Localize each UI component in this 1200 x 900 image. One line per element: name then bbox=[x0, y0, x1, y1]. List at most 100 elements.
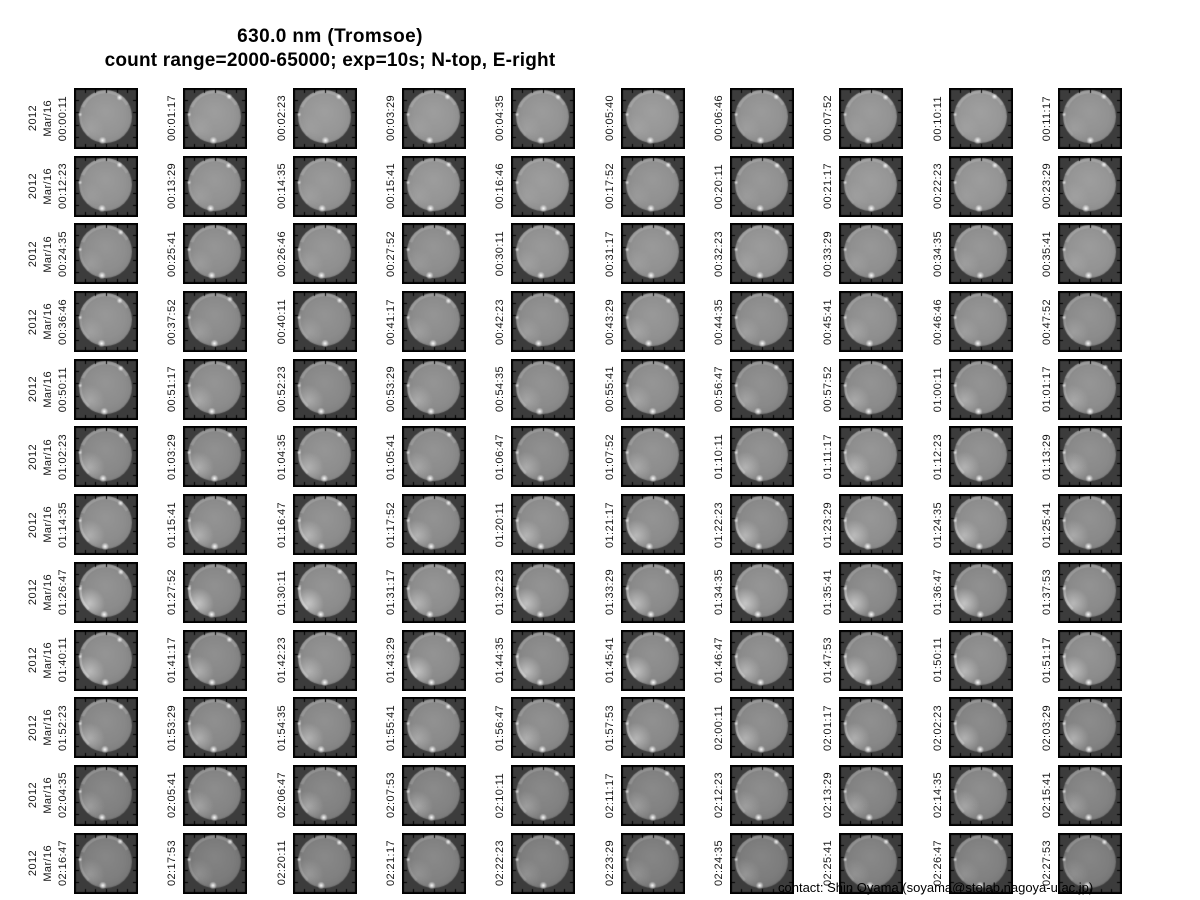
frame-timestamp-label: 00:47:52 bbox=[1040, 291, 1055, 352]
frame-cell: 02:25:41 bbox=[821, 832, 904, 894]
allsky-image bbox=[401, 88, 466, 149]
allsky-image bbox=[292, 88, 357, 149]
frame-cell: 01:53:29 bbox=[165, 697, 248, 759]
vertical-label-line: 01:06:47 bbox=[494, 433, 507, 480]
frame-timestamp-label: 02:22:23 bbox=[493, 833, 508, 894]
vertical-label-line: 01:34:35 bbox=[712, 569, 725, 616]
frame-timestamp-label: 02:06:47 bbox=[275, 765, 290, 826]
allsky-image bbox=[729, 88, 794, 149]
vertical-label-line: 2012 bbox=[27, 850, 39, 877]
vertical-label-line: 01:25:41 bbox=[1040, 501, 1053, 548]
vertical-label-line: 01:03:29 bbox=[166, 433, 179, 480]
montage-grid: 2012 Mar/16 00:00:11 00:01:17 00:02:23 00:03:… bbox=[26, 88, 1122, 900]
frame-cell: 00:46:46 bbox=[931, 291, 1013, 353]
montage-row: 2012 Mar/16 01:52:23 01:53:29 01:54:35 01:55:… bbox=[26, 697, 1122, 759]
frame-timestamp-label: 02:13:29 bbox=[821, 765, 836, 826]
row-start-label: 2012 Mar/16 01:52:23 bbox=[26, 697, 71, 758]
allsky-image bbox=[729, 155, 794, 217]
vertical-label-line: 00:42:23 bbox=[494, 298, 507, 345]
frame-timestamp-label: 01:55:41 bbox=[384, 697, 399, 758]
frame-timestamp-label: 01:22:23 bbox=[712, 494, 727, 555]
frame-cell: 00:34:35 bbox=[931, 223, 1013, 285]
vertical-label-line: 2012 bbox=[27, 376, 39, 403]
frame-cell: 01:01:17 bbox=[1040, 358, 1122, 420]
frame-timestamp-label: 00:26:46 bbox=[275, 223, 290, 284]
vertical-label-line: 00:12:23 bbox=[57, 163, 69, 210]
vertical-label-line: 00:04:35 bbox=[494, 95, 507, 142]
frame-cell: 02:10:11 bbox=[493, 764, 576, 826]
frame-timestamp-label: 00:46:46 bbox=[931, 291, 946, 352]
allsky-image bbox=[948, 358, 1013, 420]
vertical-label-line: 00:34:35 bbox=[931, 230, 944, 277]
allsky-image bbox=[183, 88, 248, 149]
allsky-image bbox=[1057, 629, 1122, 691]
allsky-image bbox=[620, 291, 685, 353]
frame-cell: 01:56:47 bbox=[493, 697, 576, 759]
vertical-label-line: 01:07:52 bbox=[603, 433, 616, 480]
row-start-label: 2012 Mar/16 01:26:47 bbox=[26, 562, 71, 623]
vertical-label-line: Mar/16 bbox=[42, 709, 54, 746]
frame-cell: 00:23:29 bbox=[1040, 155, 1122, 217]
frame-timestamp-label: 01:27:52 bbox=[165, 562, 180, 623]
vertical-label-line: 02:22:23 bbox=[494, 840, 507, 887]
frame-cell: 00:40:11 bbox=[275, 291, 357, 353]
vertical-label-line: 00:53:29 bbox=[384, 366, 397, 413]
frame-cell: 01:54:35 bbox=[275, 697, 357, 759]
frame-timestamp-label: 02:21:17 bbox=[384, 833, 399, 894]
frame-timestamp-label: 00:42:23 bbox=[493, 291, 508, 352]
vertical-label-line: 01:24:35 bbox=[931, 501, 944, 548]
frame-cell: 2012 Mar/16 01:14:35 bbox=[26, 494, 138, 556]
vertical-label-line: 00:07:52 bbox=[822, 95, 835, 142]
allsky-image bbox=[620, 494, 685, 556]
frame-cell: 2012 Mar/16 01:26:47 bbox=[26, 561, 138, 623]
vertical-label-line: 01:55:41 bbox=[384, 704, 397, 751]
allsky-image bbox=[74, 832, 138, 894]
vertical-label-line: 00:55:41 bbox=[603, 366, 616, 413]
vertical-label-line: 01:56:47 bbox=[494, 704, 507, 751]
montage-row: 2012 Mar/16 00:00:11 00:01:17 00:02:23 00:03:… bbox=[26, 88, 1122, 149]
allsky-image bbox=[1057, 494, 1122, 556]
frame-cell: 00:47:52 bbox=[1040, 291, 1122, 353]
frame-timestamp-label: 00:51:17 bbox=[165, 359, 180, 420]
vertical-label-line: Mar/16 bbox=[42, 506, 54, 543]
vertical-label-line: 02:14:35 bbox=[931, 772, 944, 819]
vertical-label-line: 01:32:23 bbox=[494, 569, 507, 616]
frame-cell: 01:34:35 bbox=[712, 561, 794, 623]
vertical-label-line: Mar/16 bbox=[42, 641, 54, 679]
allsky-image bbox=[511, 358, 576, 420]
frame-timestamp-label: 00:11:17 bbox=[1040, 88, 1055, 149]
frame-timestamp-label: 01:04:35 bbox=[275, 426, 290, 487]
vertical-label-line: 02:11:17 bbox=[603, 772, 616, 818]
frame-cell: 01:25:41 bbox=[1040, 494, 1122, 556]
frame-cell: 02:21:17 bbox=[384, 832, 466, 894]
vertical-label-line: 00:51:17 bbox=[166, 366, 179, 413]
frame-cell: 00:21:17 bbox=[821, 155, 904, 217]
vertical-label-line: 00:27:52 bbox=[384, 230, 397, 277]
frame-cell: 00:31:17 bbox=[603, 223, 685, 285]
figure-subtitle: count range=2000-65000; exp=10s; N-top, … bbox=[104, 50, 556, 71]
allsky-image bbox=[1057, 88, 1122, 149]
montage-row: 2012 Mar/16 01:14:35 01:15:41 01:16:47 01:17:… bbox=[26, 494, 1122, 556]
vertical-label-line: 00:25:41 bbox=[166, 230, 179, 277]
vertical-label-line: 00:15:41 bbox=[384, 163, 397, 210]
frame-cell: 01:24:35 bbox=[931, 494, 1013, 556]
allsky-image bbox=[183, 358, 248, 420]
allsky-image bbox=[183, 629, 248, 691]
allsky-image bbox=[292, 358, 357, 420]
vertical-label-line: 02:01:17 bbox=[822, 704, 835, 751]
frame-timestamp-label: 01:43:29 bbox=[384, 630, 399, 691]
vertical-label-line: 00:52:23 bbox=[275, 366, 288, 413]
allsky-image bbox=[183, 426, 248, 488]
frame-timestamp-label: 01:47:53 bbox=[821, 630, 836, 691]
allsky-image bbox=[620, 561, 685, 623]
allsky-image bbox=[839, 155, 904, 217]
allsky-image bbox=[511, 291, 576, 353]
frame-cell: 00:27:52 bbox=[384, 223, 466, 285]
allsky-image bbox=[74, 358, 138, 420]
frame-cell: 01:03:29 bbox=[165, 426, 248, 488]
frame-timestamp-label: 00:30:11 bbox=[493, 223, 508, 284]
vertical-label-line: Mar/16 bbox=[42, 303, 54, 340]
frame-timestamp-label: 00:45:41 bbox=[821, 291, 836, 352]
frame-timestamp-label: 00:56:47 bbox=[712, 359, 727, 420]
frame-timestamp-label: 00:15:41 bbox=[384, 156, 399, 217]
